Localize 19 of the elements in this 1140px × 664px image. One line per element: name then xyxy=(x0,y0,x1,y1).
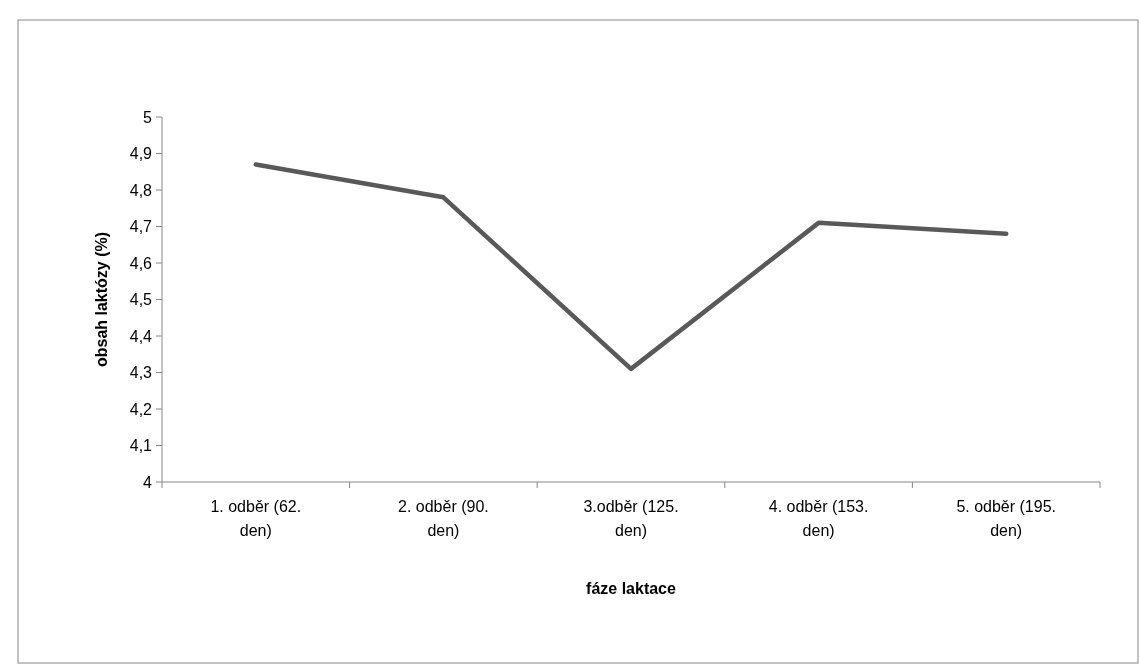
y-tick-label: 5 xyxy=(143,108,153,126)
x-tick-label: 3.odběr (125. den) xyxy=(583,498,679,539)
x-tick-label: 4. odběr (153. den) xyxy=(768,498,869,539)
line-series xyxy=(253,162,1009,372)
y-tick-label: 4,8 xyxy=(129,181,153,199)
y-tick-label: 4,7 xyxy=(129,218,153,236)
y-tick-label: 4,6 xyxy=(129,254,153,272)
x-axis-title: fáze laktace xyxy=(586,580,677,597)
y-tick-label: 4,3 xyxy=(129,364,153,382)
y-tick-label: 4,9 xyxy=(129,145,153,163)
y-tick-label: 4,2 xyxy=(129,400,153,418)
x-tick-label: 2. odběr (90. den) xyxy=(398,498,489,539)
x-tick-label: 1. odběr (62. den) xyxy=(210,498,302,539)
y-tick-label: 4,1 xyxy=(129,437,153,455)
y-tick-label: 4 xyxy=(143,473,153,491)
y-tick-label: 4,4 xyxy=(129,327,153,345)
y-tick-label: 4,5 xyxy=(129,291,153,309)
y-axis-title: obsah laktózy (%) xyxy=(93,231,110,368)
x-tick-label: 5. odběr (195. den) xyxy=(956,498,1057,539)
